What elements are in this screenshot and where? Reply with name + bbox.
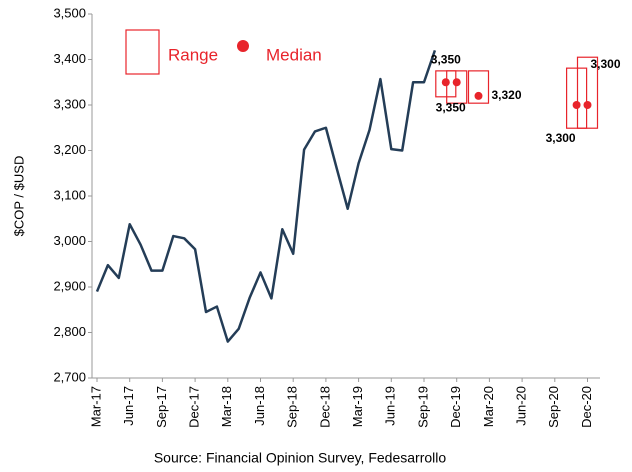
x-tick-label: Mar-19 <box>350 386 365 427</box>
data-label: 3,320 <box>491 88 521 102</box>
y-tick-label: 3,200 <box>53 142 86 157</box>
x-tick-label: Sep-19 <box>415 386 430 428</box>
y-tick-label: 2,900 <box>53 278 86 293</box>
x-tick-label: Dec-18 <box>317 386 332 428</box>
median-dot <box>452 78 461 87</box>
median-dot <box>441 78 450 87</box>
x-tick-label: Dec-19 <box>448 386 463 428</box>
data-label: 3,350 <box>431 52 461 66</box>
x-tick-label: Mar-17 <box>88 386 103 427</box>
x-tick-label: Jun-18 <box>252 386 267 426</box>
x-tick-label: Mar-18 <box>219 386 234 427</box>
x-tick-label: Sep-17 <box>154 386 169 428</box>
data-line <box>95 49 437 343</box>
legend-label: Median <box>266 45 322 64</box>
y-tick-label: 3,100 <box>53 187 86 202</box>
legend-range-swatch <box>125 29 160 75</box>
range-box <box>467 70 490 104</box>
x-tick-label: Dec-17 <box>187 386 202 428</box>
y-tick-label: 2,700 <box>53 369 86 384</box>
x-tick-label: Jun-19 <box>383 386 398 426</box>
median-dot <box>572 101 581 109</box>
data-label: 3,300 <box>546 131 576 145</box>
source-note: Source: Financial Opinion Survey, Fedesa… <box>154 450 447 466</box>
range-box <box>565 67 588 129</box>
y-tick-label: 2,800 <box>53 324 86 339</box>
legend-label: Range <box>168 45 218 64</box>
y-tick-label: 3,300 <box>53 96 86 111</box>
x-tick-label: Dec-20 <box>579 386 594 428</box>
y-axis-label: $COP / $USD <box>11 156 26 237</box>
y-tick-label: 3,500 <box>53 5 86 20</box>
median-dot <box>583 101 592 109</box>
data-label: 3,350 <box>436 100 466 114</box>
x-tick-label: Mar-20 <box>481 386 496 427</box>
data-label: 3,300 <box>590 57 620 71</box>
x-tick-label: Jun-17 <box>121 386 136 426</box>
legend-median-swatch <box>237 40 249 52</box>
x-tick-label: Jun-20 <box>514 386 529 426</box>
y-tick-label: 3,000 <box>53 233 86 248</box>
range-box <box>446 70 468 104</box>
x-tick-label: Sep-18 <box>285 386 300 428</box>
range-box <box>576 56 599 129</box>
x-tick-label: Sep-20 <box>546 386 561 428</box>
median-dot <box>474 91 483 100</box>
y-tick-label: 3,400 <box>53 51 86 66</box>
